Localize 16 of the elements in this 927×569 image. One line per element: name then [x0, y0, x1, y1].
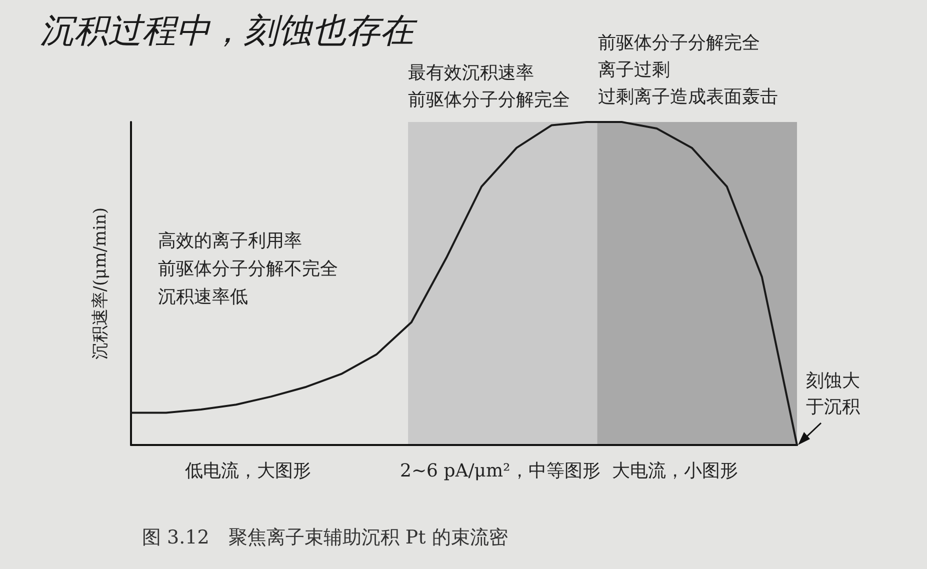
text: 低电流，大图形 — [185, 460, 311, 482]
text: 过剩离子造成表面轰击 — [598, 86, 778, 108]
caption: 图 3.12 聚焦离子束辅助沉积 Pt 的束流密 — [142, 526, 508, 548]
annotation: 沉积速率低 — [158, 286, 248, 308]
y-axis-title: 沉积速率/(μm/min) — [90, 207, 110, 360]
text: 前驱体分子分解完全 — [598, 32, 760, 54]
text: 2~6 pA/μm²，中等图形 — [400, 460, 600, 482]
text: 最有效沉积速率 — [408, 62, 534, 84]
text: 前驱体分子分解完全 — [408, 90, 570, 110]
text: 刻蚀大 — [806, 370, 860, 392]
text: 于沉积 — [806, 396, 860, 418]
text: 沉积过程中，刻蚀也存在 — [40, 11, 418, 51]
annotation: 高效的离子利用率 — [158, 230, 302, 252]
text: 离子过剩 — [598, 60, 670, 80]
text: 大电流，小图形 — [612, 460, 738, 482]
annotation: 前驱体分子分解不完全 — [158, 258, 338, 280]
